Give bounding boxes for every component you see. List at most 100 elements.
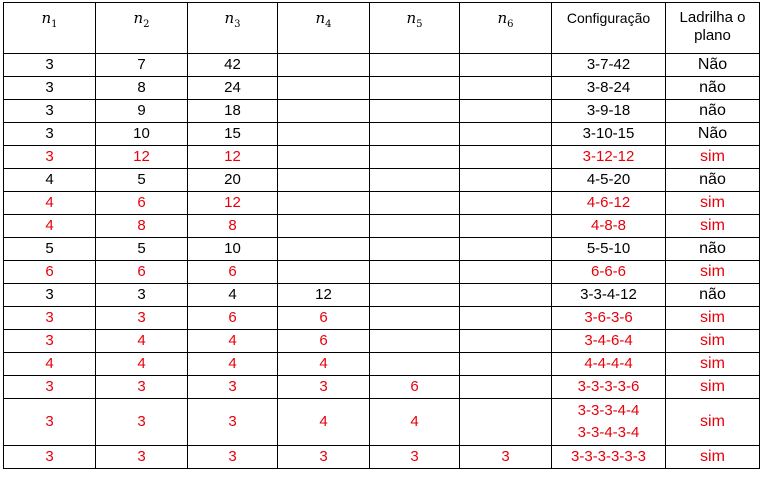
cell-n1: 3 [3, 145, 96, 169]
cell-tiles-plane: sim [665, 260, 760, 284]
cell-n2: 3 [95, 398, 188, 446]
cell-configuration: 4-5-20 [551, 168, 666, 192]
cell-n3: 6 [187, 306, 278, 330]
table-row: 3 3 4 12 3-3-4-12 não [3, 283, 760, 307]
cell-tiles-plane: não [665, 99, 760, 123]
cell-n4 [277, 260, 370, 284]
cell-tiles-plane: não [665, 76, 760, 100]
cell-n1: 3 [3, 375, 96, 399]
cell-n6 [459, 329, 552, 353]
cell-tiles-plane: sim [665, 329, 760, 353]
cell-configuration: 3-12-12 [551, 145, 666, 169]
configuration-text: 5-5-10 [586, 240, 631, 257]
cell-configuration: 3-4-6-4 [551, 329, 666, 353]
configuration-text: 3-7-42 [586, 56, 631, 73]
table-row: 4 5 20 4-5-20 não [3, 168, 760, 192]
cell-n4: 4 [277, 352, 370, 376]
cell-n6 [459, 99, 552, 123]
configuration-text: 3-3-3-4-4 [577, 402, 640, 419]
table-row: 3 3 3 3 6 3-3-3-3-6 sim [3, 375, 760, 399]
tilings-table-container: n1 n2 n3 n4 n5 n6 Configuração Ladrilha … [3, 2, 760, 469]
cell-configuration: 4-8-8 [551, 214, 666, 238]
cell-n5 [369, 145, 460, 169]
cell-n1: 3 [3, 306, 96, 330]
cell-n4 [277, 214, 370, 238]
cell-n5 [369, 191, 460, 215]
cell-n2: 6 [95, 260, 188, 284]
table-row: 5 5 10 5-5-10 não [3, 237, 760, 261]
configuration-text: 3-8-24 [586, 79, 631, 96]
cell-n5 [369, 168, 460, 192]
configuration-text: 6-6-6 [590, 263, 627, 280]
cell-tiles-plane: Não [665, 53, 760, 77]
header-n4: n4 [277, 2, 370, 54]
cell-configuration: 4-6-12 [551, 191, 666, 215]
cell-n2: 3 [95, 375, 188, 399]
cell-n4: 6 [277, 329, 370, 353]
cell-n6 [459, 214, 552, 238]
cell-configuration: 3-6-3-6 [551, 306, 666, 330]
cell-n5: 6 [369, 375, 460, 399]
table-row: 3 7 42 3-7-42 Não [3, 53, 760, 77]
header-configuration: Configuração [551, 2, 666, 54]
cell-n4 [277, 191, 370, 215]
cell-n4 [277, 237, 370, 261]
cell-n1: 3 [3, 76, 96, 100]
configuration-text: 4-6-12 [586, 194, 631, 211]
cell-tiles-plane: sim [665, 191, 760, 215]
header-n6: n6 [459, 2, 552, 54]
cell-n4 [277, 145, 370, 169]
cell-n3: 4 [187, 352, 278, 376]
cell-n4 [277, 168, 370, 192]
table-row: 6 6 6 6-6-6 sim [3, 260, 760, 284]
configuration-text: 3-4-6-4 [584, 332, 633, 349]
cell-configuration: 3-3-3-3-6 [551, 375, 666, 399]
cell-n3: 12 [187, 191, 278, 215]
cell-n2: 3 [95, 445, 188, 469]
table-row: 3 8 24 3-8-24 não [3, 76, 760, 100]
cell-n6 [459, 352, 552, 376]
cell-n1: 3 [3, 283, 96, 307]
cell-n5 [369, 214, 460, 238]
cell-tiles-plane: sim [665, 306, 760, 330]
cell-n1: 4 [3, 352, 96, 376]
cell-n5 [369, 122, 460, 146]
cell-n1: 3 [3, 329, 96, 353]
cell-n4: 3 [277, 375, 370, 399]
table-row: 3 3 6 6 3-6-3-6 sim [3, 306, 760, 330]
cell-n4 [277, 122, 370, 146]
configuration-text: 3-6-3-6 [584, 309, 633, 326]
cell-configuration: 3-3-3-3-3-3 [551, 445, 666, 469]
cell-n1: 6 [3, 260, 96, 284]
cell-configuration: 3-8-24 [551, 76, 666, 100]
table-row: 4 8 8 4-8-8 sim [3, 214, 760, 238]
cell-n1: 4 [3, 168, 96, 192]
cell-tiles-plane: não [665, 237, 760, 261]
cell-n6 [459, 191, 552, 215]
configuration-text: 4-8-8 [590, 217, 627, 234]
cell-configuration: 3-10-15 [551, 122, 666, 146]
cell-n1: 4 [3, 214, 96, 238]
cell-n1: 3 [3, 122, 96, 146]
cell-n5: 3 [369, 445, 460, 469]
cell-n3: 18 [187, 99, 278, 123]
tilings-table: n1 n2 n3 n4 n5 n6 Configuração Ladrilha … [3, 2, 760, 469]
cell-n5: 4 [369, 398, 460, 446]
cell-n5 [369, 99, 460, 123]
configuration-text: 3-3-4-12 [580, 286, 637, 303]
cell-n3: 42 [187, 53, 278, 77]
cell-n5 [369, 237, 460, 261]
cell-configuration: 3-3-3-4-4 3-3-4-3-4 [551, 398, 666, 446]
header-n1: n1 [3, 2, 96, 54]
configuration-text-alt: 3-3-4-3-4 [577, 424, 640, 441]
cell-n2: 4 [95, 352, 188, 376]
header-n2: n2 [95, 2, 188, 54]
cell-n2: 12 [95, 145, 188, 169]
cell-configuration: 5-5-10 [551, 237, 666, 261]
cell-n1: 3 [3, 445, 96, 469]
cell-tiles-plane: Não [665, 122, 760, 146]
table-row: 4 6 12 4-6-12 sim [3, 191, 760, 215]
cell-tiles-plane: não [665, 168, 760, 192]
cell-n4 [277, 53, 370, 77]
cell-n5 [369, 352, 460, 376]
